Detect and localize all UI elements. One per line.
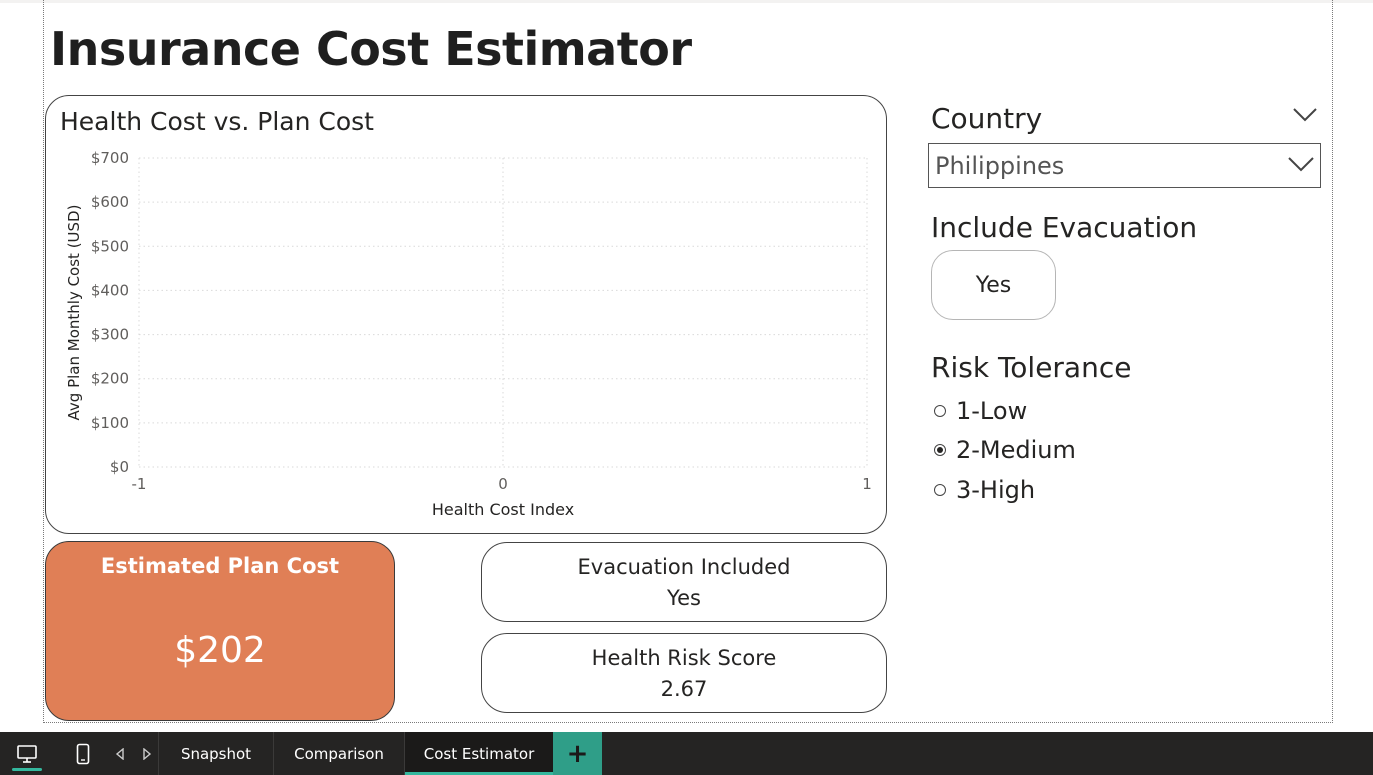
risk-option-label: 3-High bbox=[956, 476, 1036, 504]
estimated-plan-cost-card: Estimated Plan Cost $202 bbox=[45, 541, 395, 721]
y-tick-label: $0 bbox=[110, 458, 129, 476]
plan-cost-label: Estimated Plan Cost bbox=[100, 554, 340, 578]
x-tick-label: 1 bbox=[862, 475, 872, 493]
risk-option-medium[interactable]: 2-Medium bbox=[934, 435, 1076, 465]
country-dropdown[interactable]: Philippines bbox=[928, 143, 1321, 188]
y-tick-label: $300 bbox=[91, 326, 129, 344]
chevron-down-icon[interactable] bbox=[1292, 107, 1318, 123]
mobile-view-button[interactable] bbox=[68, 732, 98, 775]
health-risk-score-label: Health Risk Score bbox=[591, 646, 777, 670]
chart-title: Health Cost vs. Plan Cost bbox=[60, 107, 374, 136]
evacuation-included-value: Yes bbox=[667, 586, 701, 610]
y-tick-label: $400 bbox=[91, 281, 129, 299]
y-tick-label: $600 bbox=[91, 193, 129, 211]
risk-option-label: 1-Low bbox=[956, 397, 1028, 425]
evacuation-slicer-label: Include Evacuation bbox=[931, 211, 1198, 244]
y-tick-label: $700 bbox=[91, 149, 129, 167]
next-page-button[interactable] bbox=[137, 732, 157, 775]
tab-cost-estimator[interactable]: Cost Estimator bbox=[404, 732, 553, 775]
radio-selected-icon[interactable] bbox=[934, 444, 946, 456]
mobile-view-icon bbox=[76, 743, 90, 764]
add-page-button[interactable]: + bbox=[553, 732, 602, 775]
page-tab-bar: Snapshot Comparison Cost Estimator + bbox=[0, 732, 1373, 775]
scatter-chart-card[interactable]: Health Cost vs. Plan Cost $0 $100 $200 $300… bbox=[45, 95, 887, 534]
evacuation-yes-button[interactable]: Yes bbox=[931, 250, 1056, 320]
desktop-view-button[interactable] bbox=[8, 732, 46, 775]
scatter-chart[interactable]: $0 $100 $200 $300 $400 $500 $600 $700 -1 0 1 Health… bbox=[46, 96, 888, 535]
radio-unselected-icon[interactable] bbox=[934, 484, 946, 496]
radio-unselected-icon[interactable] bbox=[934, 405, 946, 417]
y-tick-label: $200 bbox=[91, 370, 129, 388]
chevron-down-icon bbox=[1288, 157, 1314, 172]
page-title: Insurance Cost Estimator bbox=[50, 22, 692, 76]
risk-option-high[interactable]: 3-High bbox=[934, 475, 1035, 505]
caret-right-icon bbox=[143, 747, 152, 760]
x-axis-title: Health Cost Index bbox=[432, 500, 574, 519]
y-tick-label: $500 bbox=[91, 237, 129, 255]
country-dropdown-value: Philippines bbox=[935, 152, 1065, 180]
evacuation-included-label: Evacuation Included bbox=[577, 555, 791, 579]
previous-page-button[interactable] bbox=[110, 732, 130, 775]
y-tick-label: $100 bbox=[91, 414, 129, 432]
risk-option-low[interactable]: 1-Low bbox=[934, 396, 1027, 426]
plan-cost-value: $202 bbox=[174, 630, 266, 671]
report-canvas bbox=[43, 0, 1333, 723]
caret-left-icon bbox=[115, 747, 124, 760]
top-strip bbox=[0, 0, 1373, 3]
desktop-view-icon bbox=[17, 744, 37, 763]
health-risk-score-card: Health Risk Score 2.67 bbox=[481, 633, 887, 713]
y-axis-title: Avg Plan Monthly Cost (USD) bbox=[65, 205, 83, 421]
x-tick-label: 0 bbox=[498, 475, 508, 493]
evacuation-included-card: Evacuation Included Yes bbox=[481, 542, 887, 622]
evacuation-yes-label: Yes bbox=[975, 272, 1012, 298]
x-tick-label: -1 bbox=[132, 475, 147, 493]
health-risk-score-value: 2.67 bbox=[660, 677, 708, 701]
risk-option-label: 2-Medium bbox=[956, 436, 1076, 464]
tab-comparison[interactable]: Comparison bbox=[273, 732, 404, 775]
country-slicer-label: Country bbox=[931, 102, 1043, 135]
risk-slicer-label: Risk Tolerance bbox=[931, 351, 1132, 384]
tab-snapshot[interactable]: Snapshot bbox=[158, 732, 273, 775]
plus-icon: + bbox=[566, 738, 589, 769]
